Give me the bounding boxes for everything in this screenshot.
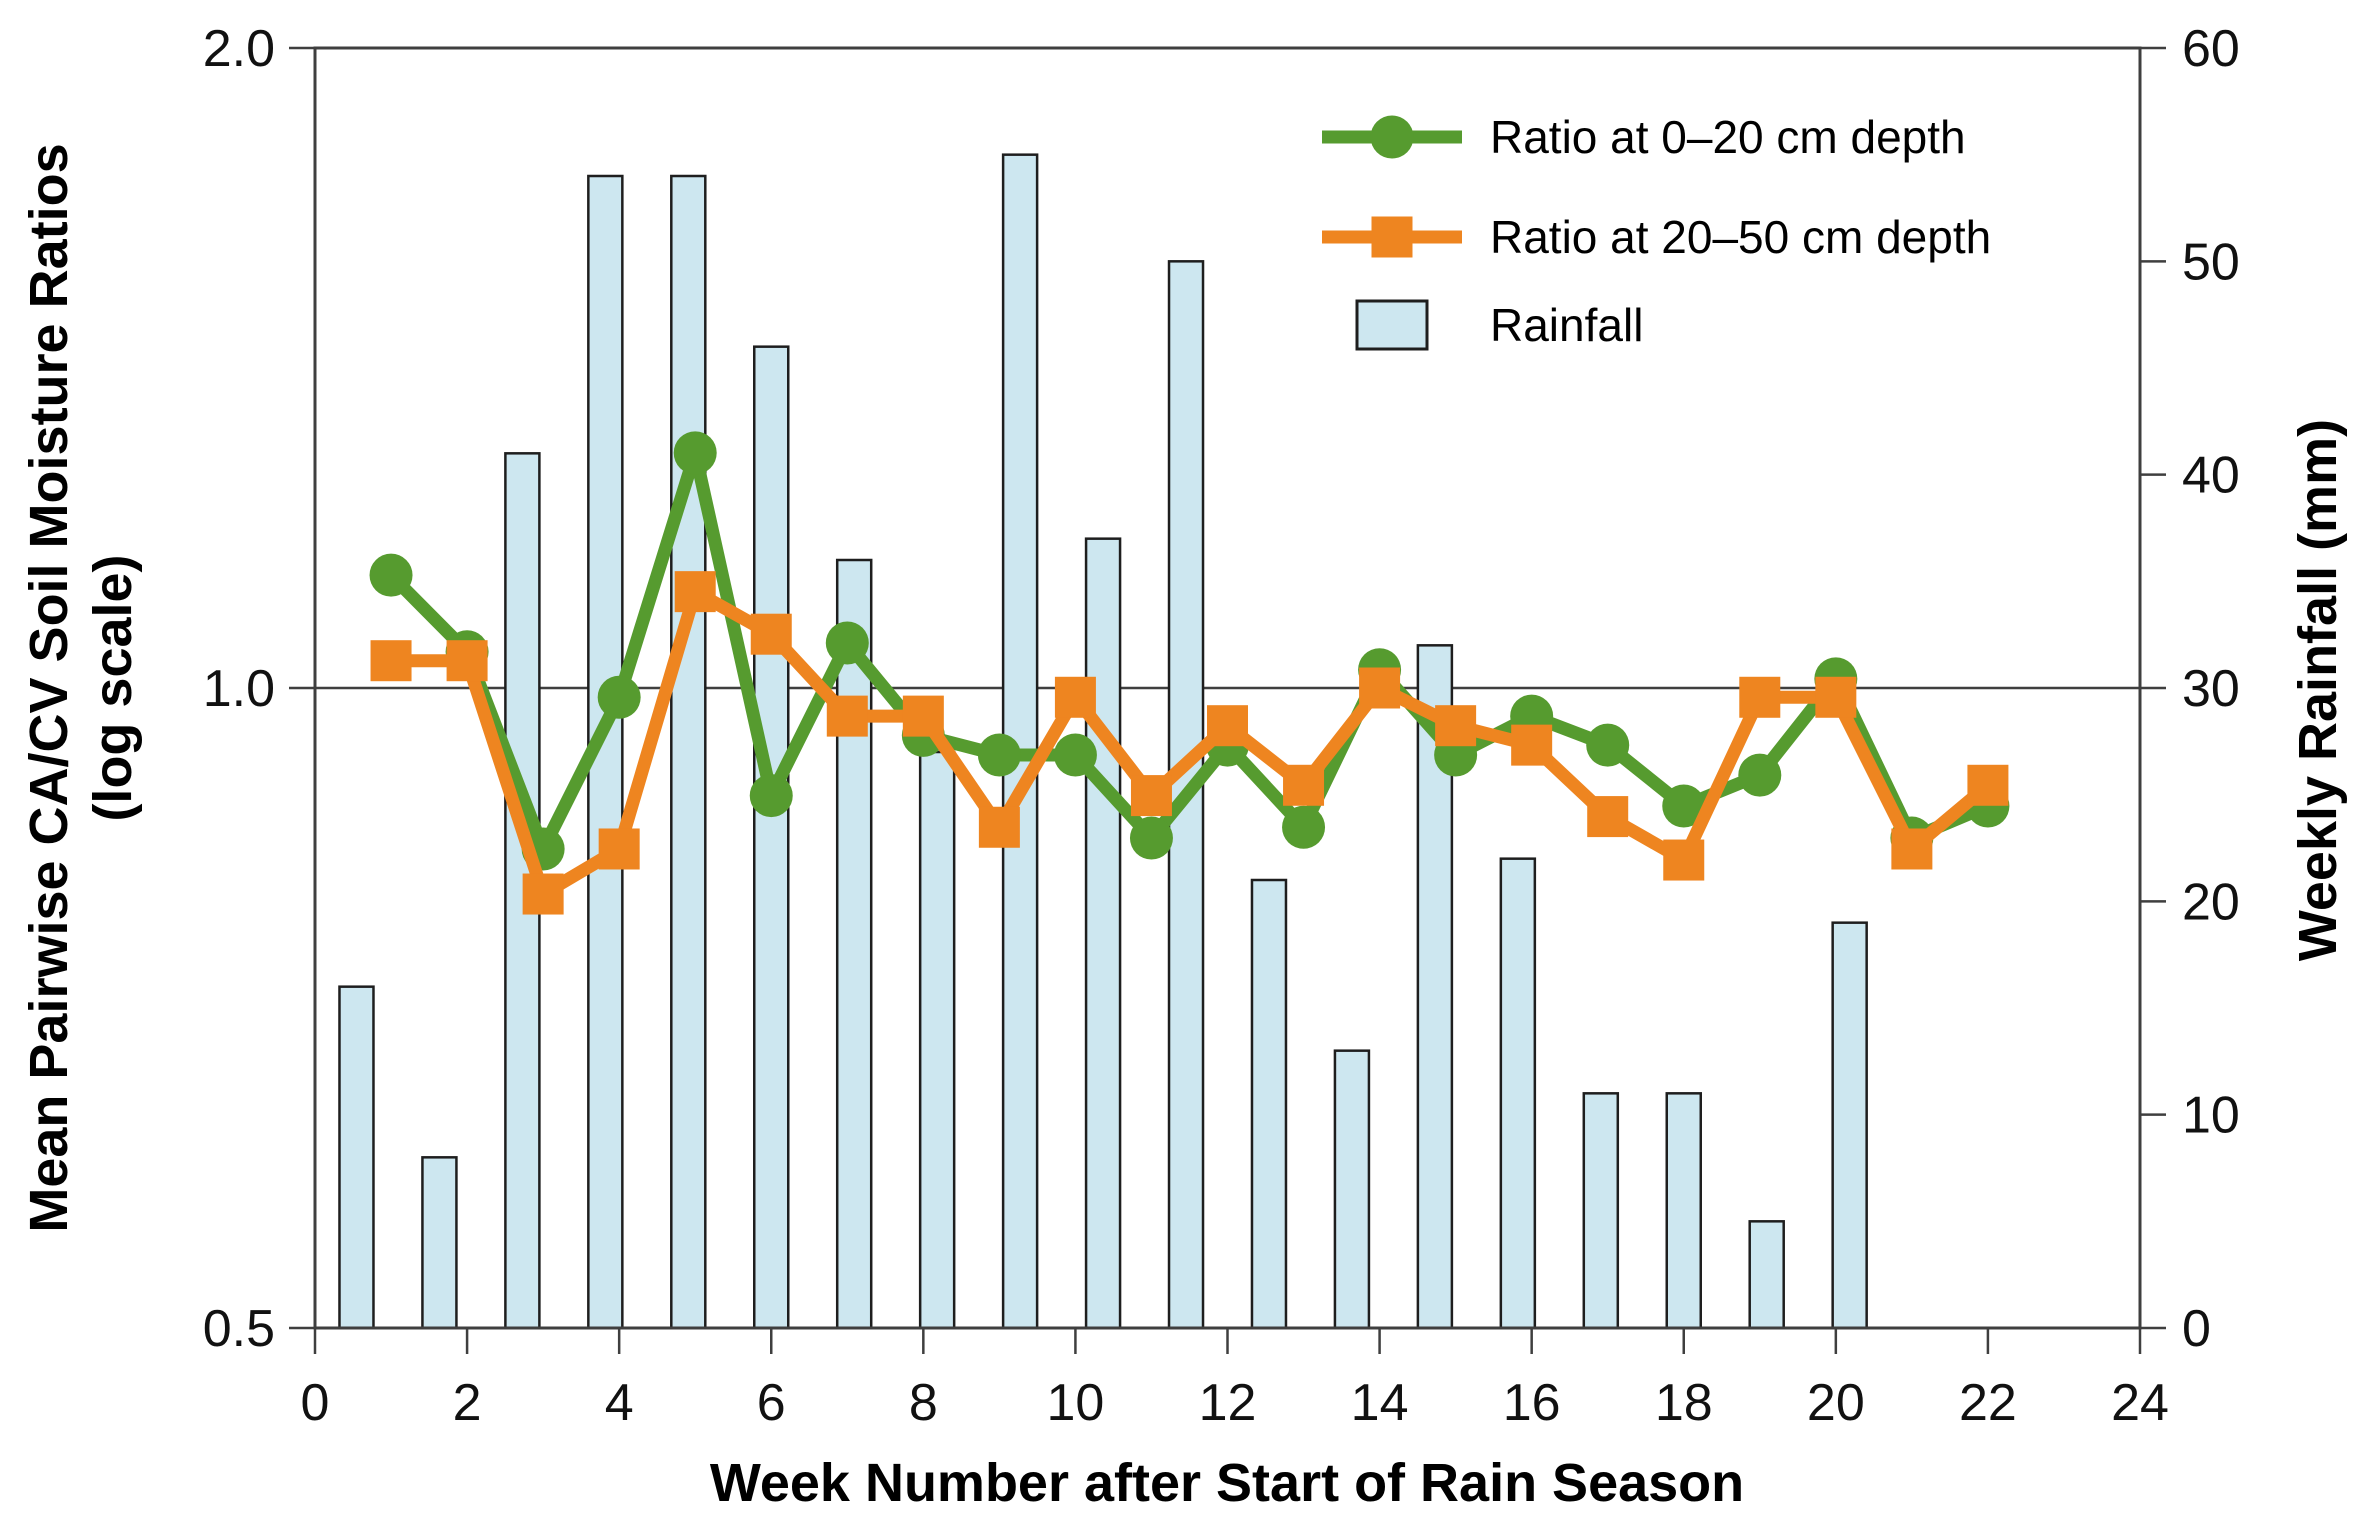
legend-item-label: Ratio at 0–20 cm depth — [1490, 111, 1966, 163]
y-axis-right-title: Weekly Rainfall (mm) — [2288, 418, 2348, 962]
ratio-0-20-marker — [369, 553, 413, 597]
ratio-20-50-marker — [370, 640, 412, 682]
rainfall-bar — [1499, 857, 1537, 1330]
ratio-20-50-marker — [1283, 764, 1325, 806]
ratio-20-50-marker — [1130, 775, 1172, 817]
y-right-tick-label: 50 — [2182, 233, 2240, 291]
x-tick-label: 2 — [453, 1374, 482, 1432]
y-axis-left-title: Mean Pairwise CA/CV Soil Moisture Ratios… — [18, 0, 146, 1388]
x-tick-label: 10 — [1046, 1374, 1104, 1432]
rainfall-bar — [421, 1156, 458, 1330]
y-right-tick-label: 30 — [2182, 660, 2240, 718]
x-tick-label: 20 — [1807, 1374, 1865, 1432]
y-axis-left-title-line1: Mean Pairwise CA/CV Soil Moisture Ratios — [19, 143, 79, 1233]
ratio-20-50-marker — [1511, 724, 1553, 766]
legend-rainfall-swatch-icon — [1355, 299, 1429, 351]
y-right-tick-label: 40 — [2182, 447, 2240, 505]
rainfall-bar — [1084, 537, 1122, 1330]
ratio-20-50-marker — [1359, 667, 1401, 709]
ratio-20-50-marker — [674, 571, 716, 613]
x-tick-label: 22 — [1959, 1374, 2017, 1432]
ratio-20-50-line — [384, 585, 1995, 901]
ratio-0-20-marker — [673, 431, 717, 475]
rainfall-bar — [1250, 878, 1288, 1330]
y-left-tick-label: 1.0 — [203, 660, 275, 718]
x-axis-title: Week Number after Start of Rain Season — [709, 1453, 1745, 1513]
y-left-tick-label: 0.5 — [203, 1300, 275, 1358]
ratio-20-50-marker — [1207, 705, 1248, 747]
rainfall-bar — [1582, 1092, 1620, 1330]
x-tick-label: 12 — [1199, 1374, 1257, 1432]
ratio-0-20-marker — [597, 675, 641, 719]
x-tick-label: 16 — [1503, 1374, 1561, 1432]
y-axis-left-title-line2: (log scale) — [82, 554, 143, 822]
rainfall-bar — [338, 985, 375, 1330]
ratio-0-20-marker — [1662, 784, 1706, 828]
ratio-0-20-marker — [749, 774, 793, 818]
ratio-20-50-marker — [1587, 796, 1629, 838]
ratio-20-50-marker — [826, 695, 868, 737]
y-right-tick-label: 0 — [2182, 1300, 2211, 1358]
ratio-20-50-marker — [978, 806, 1020, 848]
rainfall-bar — [1748, 1220, 1785, 1330]
ratio-20-50-marker — [522, 873, 564, 915]
ratio-20-50-marker — [1891, 828, 1933, 870]
ratio-20-50-marker — [1739, 676, 1781, 718]
ratio-0-20-marker — [1586, 723, 1630, 767]
y-right-tick-label: 60 — [2182, 20, 2240, 78]
ratio-0-20-marker — [1738, 753, 1782, 797]
legend-item-label: Rainfall — [1490, 299, 1643, 351]
ratio-20-50-marker — [902, 695, 944, 737]
y-right-tick-label: 20 — [2182, 873, 2240, 931]
x-tick-label: 8 — [909, 1374, 938, 1432]
ratio-0-20-marker — [1282, 805, 1326, 849]
ratio-0-20-marker — [1129, 816, 1173, 860]
x-tick-label: 6 — [757, 1374, 786, 1432]
rainfall-bar — [918, 750, 956, 1330]
ratio-20-50-marker — [1054, 676, 1096, 718]
ratio-20-50-marker — [1663, 839, 1705, 881]
ratio-20-50-marker — [598, 828, 640, 870]
legend-circle-marker-icon — [1370, 115, 1414, 159]
x-tick-label: 18 — [1655, 1374, 1713, 1432]
x-tick-label: 24 — [2111, 1374, 2169, 1432]
rainfall-bar — [1333, 1049, 1371, 1330]
ratio-0-20-marker — [977, 733, 1021, 777]
ratio-20-50-marker — [1435, 705, 1477, 747]
ratio-20-50-marker — [1815, 676, 1857, 718]
rainfall-bar — [753, 345, 790, 1330]
ratio-20-50-marker — [1967, 764, 2009, 806]
ratio-0-20-marker — [825, 621, 869, 665]
ratio-0-20-marker — [1053, 733, 1097, 777]
ratio-20-50-marker — [446, 640, 488, 682]
legend-item-label: Ratio at 20–50 cm depth — [1490, 211, 1991, 263]
x-tick-label: 4 — [605, 1374, 634, 1432]
ratio-20-50-marker — [750, 613, 792, 655]
y-right-tick-label: 10 — [2182, 1087, 2240, 1145]
rainfall-bar — [1831, 921, 1868, 1330]
y-left-tick-label: 2.0 — [203, 20, 275, 78]
rainfall-bar — [670, 174, 707, 1330]
legend-square-marker-icon — [1371, 216, 1413, 258]
x-tick-label: 0 — [301, 1374, 330, 1432]
x-tick-label: 14 — [1351, 1374, 1409, 1432]
rainfall-bar — [1665, 1092, 1702, 1330]
